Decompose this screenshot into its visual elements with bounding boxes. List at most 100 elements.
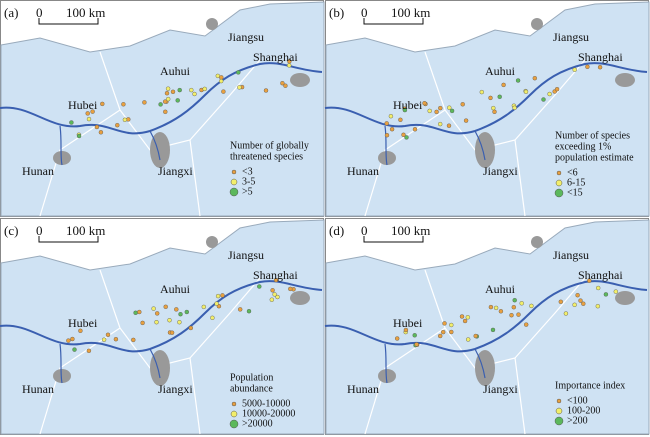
- place-label: Hubei: [393, 98, 423, 112]
- legend-symbol: [554, 416, 564, 426]
- site-marker: [541, 97, 546, 102]
- site-marker: [162, 99, 168, 104]
- site-marker: [192, 91, 197, 97]
- site-marker: [273, 277, 279, 283]
- site-marker: [596, 285, 601, 291]
- site-marker: [140, 320, 145, 326]
- scale-bar: [363, 236, 424, 243]
- site-marker: [215, 293, 221, 299]
- site-marker: [169, 330, 175, 335]
- scale-label: 100 km: [66, 223, 105, 238]
- site-marker: [442, 321, 447, 326]
- river: [384, 343, 486, 384]
- place-label: Hunan: [22, 164, 54, 178]
- site-marker: [595, 303, 600, 309]
- site-marker: [288, 286, 293, 292]
- scale-bar: [363, 18, 424, 25]
- legend-label: 3-5: [242, 176, 255, 187]
- site-marker: [459, 314, 465, 319]
- site-marker: [237, 85, 242, 90]
- site-marker: [519, 301, 524, 306]
- place-label: Jiangxi: [158, 382, 193, 396]
- legend-label: >20000: [242, 418, 273, 429]
- lake: [290, 291, 310, 305]
- site-marker: [437, 333, 443, 339]
- lake: [53, 369, 71, 383]
- lake: [53, 151, 71, 165]
- site-marker: [220, 293, 225, 298]
- site-marker: [412, 127, 418, 132]
- site-marker: [440, 329, 446, 335]
- legend-title: Number of globally: [230, 140, 309, 151]
- lake: [615, 291, 635, 305]
- river: [324, 62, 648, 135]
- panel-label: (a): [4, 5, 18, 20]
- legend-title: exceeding 1%: [555, 141, 611, 152]
- site-marker: [177, 87, 182, 93]
- province-border: [364, 269, 586, 435]
- lake: [206, 18, 218, 30]
- site-marker: [578, 298, 583, 303]
- legend-symbol: [230, 410, 238, 418]
- site-marker: [189, 87, 194, 93]
- lake: [206, 236, 218, 248]
- site-marker: [137, 309, 142, 315]
- site-marker: [460, 102, 465, 107]
- site-marker: [384, 121, 389, 126]
- site-marker: [280, 80, 285, 86]
- site-marker: [214, 301, 219, 306]
- site-marker: [151, 306, 156, 311]
- river: [0, 62, 323, 135]
- lake: [531, 18, 543, 30]
- site-marker: [201, 304, 207, 310]
- place-label: Shanghai: [578, 268, 623, 282]
- site-marker: [133, 310, 138, 316]
- site-marker: [70, 336, 75, 342]
- site-marker: [142, 100, 147, 105]
- site-marker: [269, 297, 274, 302]
- map-panel: (d) 0 100 km Jiangsu Shanghai Auhui Hubei Hunan…: [324, 218, 650, 435]
- site-marker: [511, 304, 517, 310]
- site-marker: [509, 312, 514, 318]
- lake: [378, 369, 396, 383]
- place-label: Auhui: [160, 282, 191, 296]
- site-marker: [488, 304, 494, 310]
- site-marker: [154, 319, 159, 325]
- site-marker: [69, 120, 74, 125]
- place-label: Auhui: [485, 282, 516, 296]
- site-marker: [100, 101, 105, 107]
- legend-label: <3: [242, 166, 253, 177]
- site-marker: [523, 322, 529, 327]
- site-marker: [85, 111, 90, 116]
- site-marker: [398, 117, 403, 123]
- site-marker: [72, 347, 77, 352]
- site-marker: [402, 107, 408, 113]
- site-marker: [287, 63, 292, 68]
- site-marker: [512, 105, 517, 111]
- legend-symbol: [229, 419, 239, 429]
- legend-title: threatened species: [230, 151, 303, 162]
- site-marker: [401, 132, 406, 138]
- legend-label: 6-15: [567, 177, 585, 188]
- site-marker: [165, 86, 171, 91]
- place-label: Auhui: [160, 64, 191, 78]
- site-marker: [438, 105, 443, 111]
- site-marker: [563, 311, 569, 316]
- river: [384, 125, 486, 166]
- site-marker: [434, 109, 439, 115]
- site-marker: [572, 67, 577, 72]
- place-label: Hunan: [22, 382, 54, 396]
- legend-symbol: [230, 178, 238, 186]
- site-marker: [603, 292, 609, 297]
- site-marker: [246, 308, 252, 314]
- site-marker: [263, 88, 269, 93]
- site-marker: [184, 309, 190, 315]
- place-label: Jiangxi: [483, 382, 518, 396]
- legend-symbol: [555, 407, 563, 415]
- legend-symbol: [554, 188, 564, 198]
- site-marker: [275, 294, 280, 300]
- site-marker: [218, 78, 224, 84]
- legend-title: Importance index: [555, 380, 625, 391]
- site-marker: [492, 109, 497, 115]
- scale-bar: [38, 236, 99, 243]
